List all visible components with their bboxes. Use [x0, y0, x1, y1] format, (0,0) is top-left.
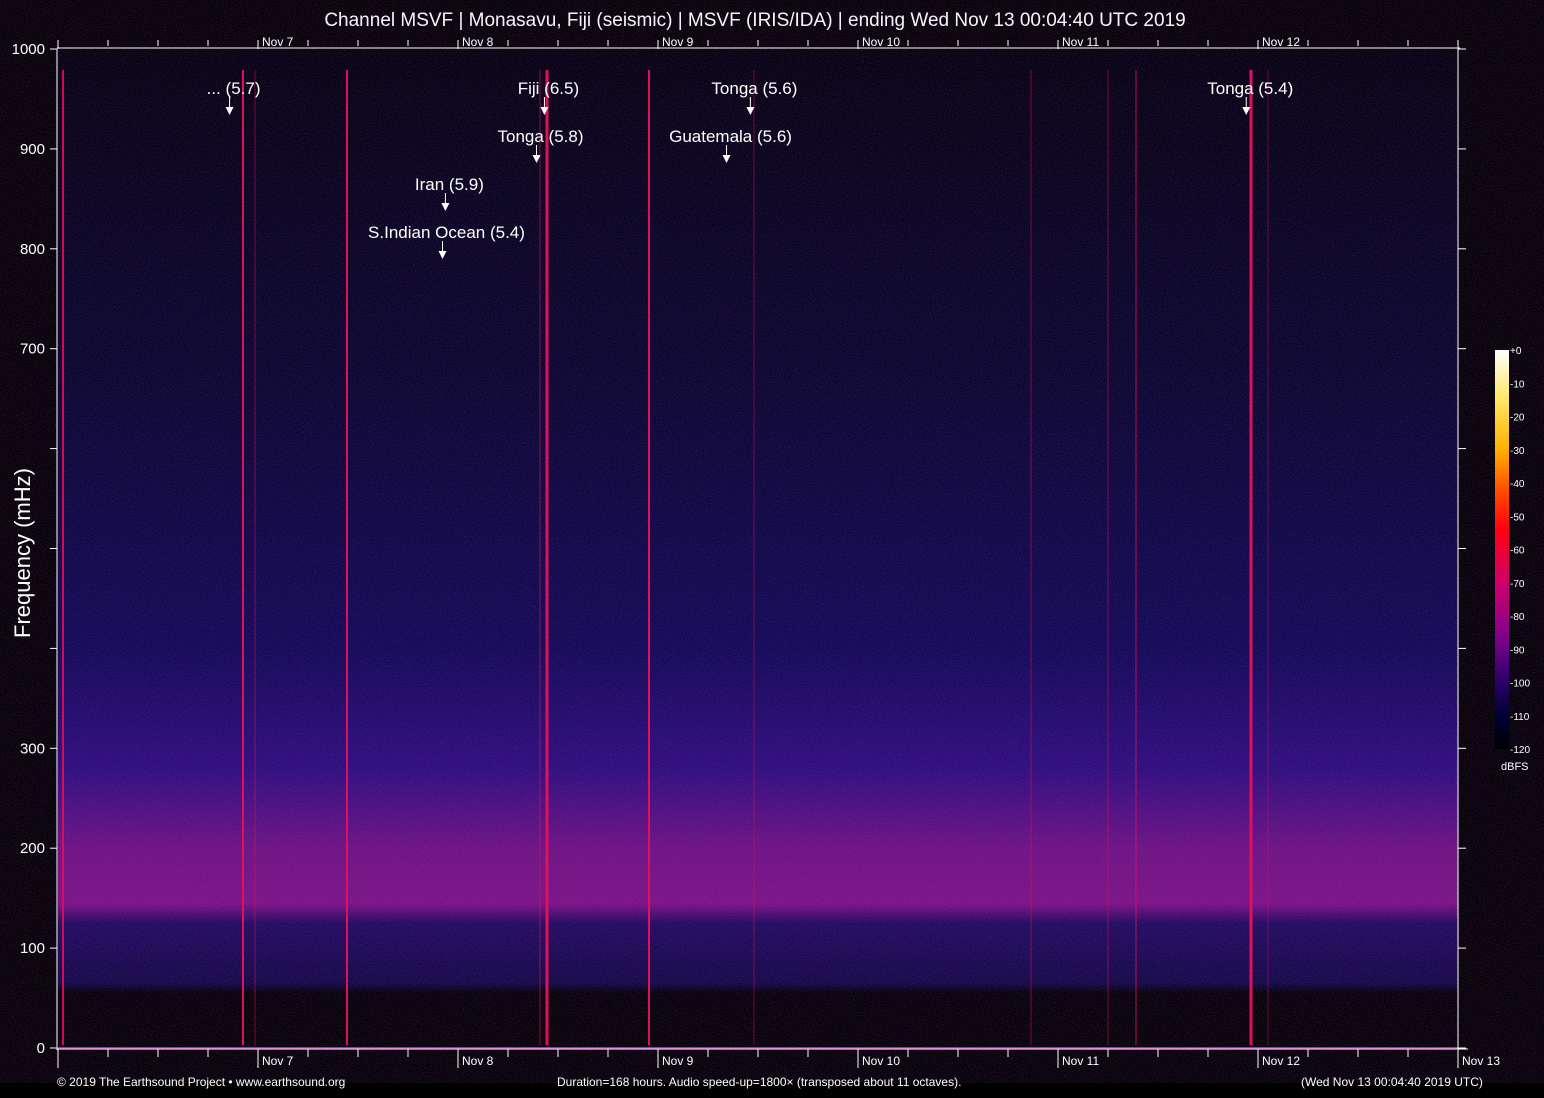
chart-title: Channel MSVF | Monasavu, Fiji (seismic) …	[324, 10, 1186, 31]
event-label: Guatemala (5.6)	[669, 127, 792, 146]
x-tick-label-top: Nov 7	[262, 35, 294, 49]
y-tick-label: 200	[20, 840, 45, 857]
x-tick-label: Nov 10	[862, 1054, 900, 1068]
y-tick-label: 700	[20, 341, 45, 358]
x-tick-label: Nov 11	[1062, 1054, 1099, 1068]
y-tick-label: 1000	[12, 41, 45, 58]
event-label: Tonga (5.4)	[1207, 79, 1293, 98]
y-tick-label: 300	[20, 740, 45, 757]
y-axis-label: Frequency (mHz)	[10, 468, 35, 638]
axes: 0 100 200 300 700 800 900 1000 Nov 7 Nov 7 Nov 8 No…	[12, 35, 1500, 1068]
y-tick-label: 900	[20, 141, 45, 158]
event-arrow-icon	[532, 155, 541, 163]
x-tick-label-top: Nov 9	[662, 35, 694, 49]
colorbar-tick-label: -60	[1510, 546, 1525, 557]
x-tick-label-top: Nov 10	[862, 35, 900, 49]
event-arrow-icon	[1242, 107, 1251, 115]
event-annotations: ... (5.7) S.Indian Ocean (5.4) Iran (5.9) T…	[207, 79, 1293, 259]
event-arrow-icon	[540, 107, 549, 115]
y-tick-label: 800	[20, 241, 45, 258]
colorbar-tick-label: -10	[1510, 379, 1525, 390]
colorbar-tick-label: -20	[1510, 413, 1525, 424]
x-tick-label: Nov 9	[662, 1054, 694, 1068]
colorbar-tick-label: -80	[1510, 612, 1525, 623]
event-label: Tonga (5.8)	[498, 127, 584, 146]
x-tick-label-top: Nov 11	[1062, 35, 1099, 49]
colorbar-tick-label: -70	[1510, 579, 1525, 590]
x-tick-label: Nov 8	[462, 1054, 494, 1068]
x-tick-label-top: Nov 12	[1262, 35, 1300, 49]
x-tick-label: Nov 7	[262, 1054, 294, 1068]
event-arrow-icon	[438, 251, 447, 259]
spectrogram-streaks	[58, 70, 1458, 1049]
colorbar-tick-label: -30	[1510, 446, 1525, 457]
colorbar-unit: dBFS	[1501, 761, 1529, 773]
colorbar-tick-label: -90	[1510, 645, 1525, 656]
event-arrow-icon	[722, 155, 731, 163]
spectrogram-noise	[58, 49, 1458, 989]
colorbar-tick-label: -110	[1510, 712, 1530, 723]
x-tick-label: Nov 13	[1462, 1054, 1500, 1068]
event-arrow-icon	[441, 203, 450, 211]
y-tick-label: 0	[37, 1040, 45, 1057]
event-arrow-icon	[225, 107, 234, 115]
footer-copyright: © 2019 The Earthsound Project • www.eart…	[57, 1075, 346, 1089]
footer-timestamp: (Wed Nov 13 00:04:40 2019 UTC)	[1301, 1075, 1483, 1089]
event-arrow-icon	[746, 107, 755, 115]
colorbar-tick-label: -120	[1510, 745, 1530, 756]
colorbar-ticks: +0 -10 -20 -30 -40 -50 -60 -70 -80 -90 -100 -110 -12…	[1510, 346, 1530, 756]
y-tick-label: 100	[20, 940, 45, 957]
event-label: Tonga (5.6)	[711, 79, 797, 98]
event-label: Fiji (6.5)	[518, 79, 579, 98]
colorbar-tick-label: -50	[1510, 512, 1525, 523]
event-label: ... (5.7)	[207, 79, 261, 98]
event-label: S.Indian Ocean (5.4)	[368, 223, 525, 242]
colorbar	[1495, 350, 1509, 749]
event-label: Iran (5.9)	[415, 175, 484, 194]
x-tick-label-top: Nov 8	[462, 35, 494, 49]
x-tick-label: Nov 12	[1262, 1054, 1300, 1068]
footer-info: Duration=168 hours. Audio speed-up=1800×…	[557, 1075, 962, 1089]
colorbar-tick-label: -40	[1510, 479, 1525, 490]
colorbar-tick-label: -100	[1510, 679, 1530, 690]
colorbar-tick-label: +0	[1510, 346, 1522, 357]
